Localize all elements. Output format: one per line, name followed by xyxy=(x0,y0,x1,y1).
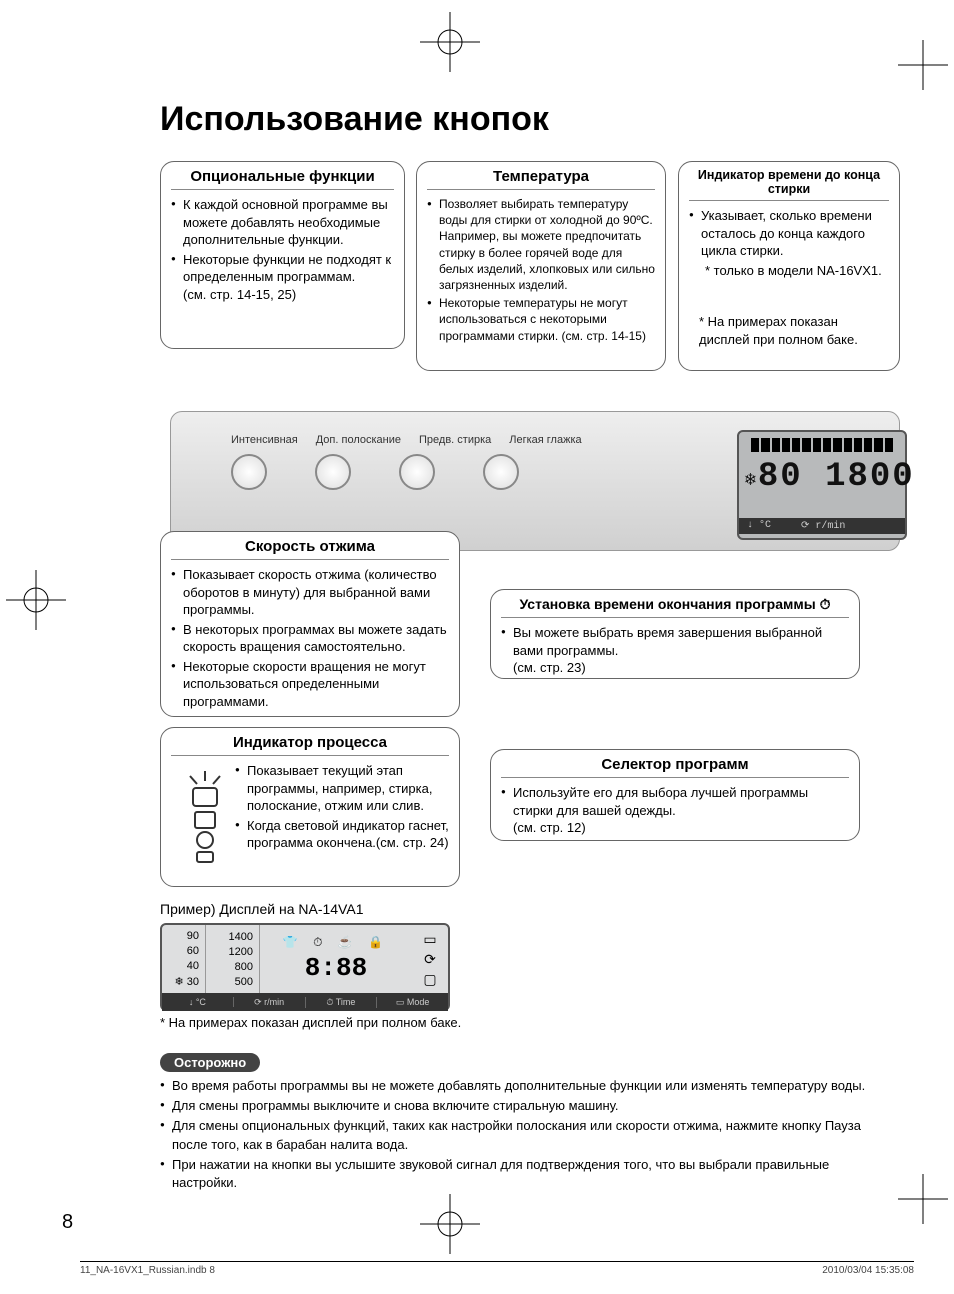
box-process: Индикатор процесса Показывает текущий эт… xyxy=(160,727,460,887)
list-item: Некоторые температуры не могут использов… xyxy=(427,295,655,344)
lcd-units: ↓ °C ⟳ r/min xyxy=(739,518,905,534)
box-optional-list: К каждой основной программе вы можете до… xyxy=(171,196,394,303)
lcd-unit-temp: ↓ °C xyxy=(747,520,771,532)
u: ⟳ r/min xyxy=(234,997,306,1008)
example-mode-icons: ▭⟳▢ xyxy=(412,925,448,993)
process-indicator-icon xyxy=(175,766,235,866)
box-time-note: * На примерах показан дисплей при полном… xyxy=(689,313,889,348)
box-temperature-list: Позволяет выбирать температуру воды для … xyxy=(427,196,655,344)
page-content: Использование кнопок Опциональные функци… xyxy=(60,100,900,1141)
panel-button[interactable] xyxy=(315,454,351,490)
box-time-sub: * только в модели NA-16VX1. xyxy=(689,262,889,280)
crop-mark-tr xyxy=(898,40,948,90)
panel-label: Интенсивная xyxy=(231,434,298,446)
page-number: 8 xyxy=(62,1211,73,1234)
crop-mark-bottom xyxy=(420,1194,480,1254)
box-process-title: Индикатор процесса xyxy=(171,734,449,756)
panel-labels: Интенсивная Доп. полоскание Предв. стирк… xyxy=(231,434,582,446)
example-bottom-row: ↓ °C ⟳ r/min ⏱ Time ▭ Mode xyxy=(162,993,448,1011)
box-selector: Селектор программ Используйте его для вы… xyxy=(490,749,860,841)
caution-list: Во время работы программы вы не можете д… xyxy=(160,1077,880,1194)
lcd-spin: 1800 xyxy=(825,458,915,496)
page-title: Использование кнопок xyxy=(160,100,900,139)
lcd-temp: 80 xyxy=(758,458,803,496)
box-spin: Скорость отжима Показывает скорость отжи… xyxy=(160,531,460,717)
lcd-unit-spin: ⟳ r/min xyxy=(801,520,845,532)
example-temp-col: 90 60 40 ❄ 30 xyxy=(162,925,206,993)
box-spin-list: Показывает скорость отжима (количество о… xyxy=(171,566,449,710)
example-seg: 8:88 xyxy=(305,953,367,983)
v: 90 xyxy=(168,930,199,942)
u: ▭ Mode xyxy=(377,997,448,1008)
list-item: Для смены программы выключите и снова вк… xyxy=(160,1097,880,1115)
list-item: Для смены опциональных функций, таких ка… xyxy=(160,1117,880,1153)
list-item: Используйте его для выбора лучшей програ… xyxy=(501,784,849,837)
panel-button[interactable] xyxy=(483,454,519,490)
footer-left: 11_NA-16VX1_Russian.indb 8 xyxy=(80,1265,215,1276)
v: ❄ 30 xyxy=(168,975,199,988)
box-time-indicator: Индикатор времени до конца стирки Указыв… xyxy=(678,161,900,371)
panel-button-row xyxy=(231,454,519,490)
panel-button[interactable] xyxy=(399,454,435,490)
v: 500 xyxy=(212,976,253,988)
box-process-list: Показывает текущий этап программы, напри… xyxy=(235,762,449,852)
snow-icon: ❄ xyxy=(745,471,758,491)
example-spin-col: 1400 1200 800 500 xyxy=(206,925,260,993)
v: 1400 xyxy=(212,931,253,943)
u: ⏱ Time xyxy=(306,997,378,1008)
list-item: Позволяет выбирать температуру воды для … xyxy=(427,196,655,293)
crop-mark-left xyxy=(6,570,66,630)
list-item: К каждой основной программе вы можете до… xyxy=(171,196,394,249)
list-item: Указывает, сколько времени осталось до к… xyxy=(689,207,889,260)
control-panel: Интенсивная Доп. полоскание Предв. стирк… xyxy=(170,411,900,551)
list-item: Показывает текущий этап программы, напри… xyxy=(235,762,449,815)
box-time-title: Индикатор времени до конца стирки xyxy=(689,168,889,201)
panel-label: Предв. стирка xyxy=(419,434,491,446)
footer: 11_NA-16VX1_Russian.indb 8 2010/03/04 15… xyxy=(80,1261,914,1276)
list-item: Вы можете выбрать время завершения выбра… xyxy=(501,624,849,677)
footer-right: 2010/03/04 15:35:08 xyxy=(822,1265,914,1276)
example-label: Пример) Дисплей на NA-14VA1 xyxy=(160,901,363,917)
list-item: Некоторые скорости вращения не могут исп… xyxy=(171,658,449,711)
box-spin-title: Скорость отжима xyxy=(171,538,449,560)
lcd-readout: ❄80 1800 xyxy=(745,458,899,496)
v: 800 xyxy=(212,961,253,973)
box-selector-list: Используйте его для выбора лучшей програ… xyxy=(501,784,849,837)
caution-label: Осторожно xyxy=(160,1053,260,1072)
v: 60 xyxy=(168,945,199,957)
crop-mark-br xyxy=(898,1174,948,1224)
list-item: Когда световой индикатор гаснет, програм… xyxy=(235,817,449,852)
v: 1200 xyxy=(212,946,253,958)
box-end-time-title: Установка времени окончания программы ⏱ xyxy=(501,596,849,618)
list-item: При нажатии на кнопки вы услышите звуков… xyxy=(160,1156,880,1192)
list-item: В некоторых программах вы можете задать … xyxy=(171,621,449,656)
v: 40 xyxy=(168,960,199,972)
panel-label: Доп. полоскание xyxy=(316,434,401,446)
crop-mark-top xyxy=(420,12,480,72)
panel-label: Легкая глажка xyxy=(509,434,581,446)
list-item: Во время работы программы вы не можете д… xyxy=(160,1077,880,1095)
list-item: Показывает скорость отжима (количество о… xyxy=(171,566,449,619)
status-icons: 👕 ⏱ ☕ 🔒 xyxy=(283,935,389,950)
box-time-list: Указывает, сколько времени осталось до к… xyxy=(689,207,889,260)
lcd-progress-bars xyxy=(745,438,899,452)
box-end-time: Установка времени окончания программы ⏱ … xyxy=(490,589,860,679)
box-end-time-list: Вы можете выбрать время завершения выбра… xyxy=(501,624,849,677)
example-note: * На примерах показан дисплей при полном… xyxy=(160,1015,461,1032)
box-selector-title: Селектор программ xyxy=(501,756,849,778)
box-optional: Опциональные функции К каждой основной п… xyxy=(160,161,405,349)
u: ↓ °C xyxy=(162,997,234,1007)
box-temperature: Температура Позволяет выбирать температу… xyxy=(416,161,666,371)
lcd-display: ❄80 1800 ↓ °C ⟳ r/min xyxy=(737,430,907,540)
box-optional-title: Опциональные функции xyxy=(171,168,394,190)
example-center: 👕 ⏱ ☕ 🔒 8:88 xyxy=(260,925,412,993)
panel-button[interactable] xyxy=(231,454,267,490)
list-item: Некоторые функции не подходят к определе… xyxy=(171,251,394,304)
diagram: Опциональные функции К каждой основной п… xyxy=(60,161,900,1141)
example-display: 90 60 40 ❄ 30 1400 1200 800 500 👕 ⏱ ☕ 🔒 … xyxy=(160,923,450,1011)
box-temperature-title: Температура xyxy=(427,168,655,190)
